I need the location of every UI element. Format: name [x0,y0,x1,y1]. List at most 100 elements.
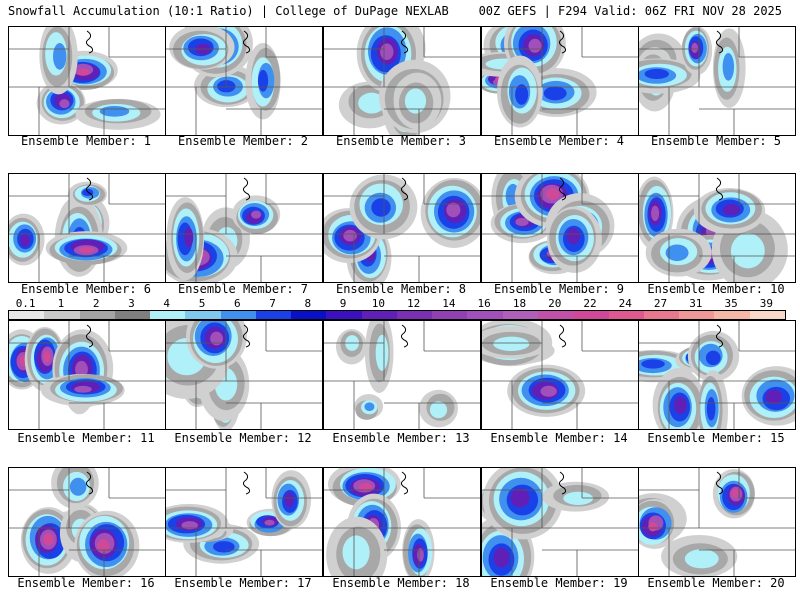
legend-swatch [537,311,574,319]
member-label: Ensemble Member: 7 [177,282,309,296]
snowfall-contour [446,202,461,218]
ensemble-map-panel [8,26,166,136]
snowfall-map [166,27,322,135]
snowfall-map [482,321,638,429]
snowfall-contour [563,491,594,505]
river-line [558,471,567,495]
river-line [558,324,567,348]
snowfall-contour [364,402,375,412]
legend-swatch [643,311,680,319]
snowfall-contour [264,519,275,526]
ensemble-map-panel [8,173,166,283]
ensemble-map-panel [323,467,481,577]
member-label: Ensemble Member: 20 [647,576,785,590]
snowfall-contour [184,227,194,248]
river-line [715,324,724,348]
snowfall-map [324,174,480,282]
legend-swatch [220,311,256,319]
snowfall-contour [540,385,557,397]
snowfall-contour [97,539,110,553]
snowfall-map [324,468,480,576]
legend-value: 10 [371,297,385,310]
river-line [85,324,94,348]
member-label: Ensemble Member: 15 [647,431,785,445]
snowfall-map [639,174,795,282]
snowfall-contour [566,228,580,245]
legend-swatch [185,311,221,319]
ensemble-map-panel [8,320,166,430]
member-label: Ensemble Member: 17 [174,576,312,590]
member-label: Ensemble Member: 19 [490,576,628,590]
snowfall-map [324,27,480,135]
legend-swatch [396,311,433,319]
snowfall-map [482,174,638,282]
legend-value: 9 [339,297,347,310]
river-line [242,471,251,495]
legend-swatch [291,311,327,319]
snowfall-contour [730,233,765,269]
snowfall-contour [641,359,665,369]
legend-value: 6 [233,297,241,310]
snowfall-contour [684,549,719,569]
legend-value: 39 [759,297,773,310]
snowfall-contour [213,541,235,553]
legend-swatch [361,311,397,319]
member-label: Ensemble Member: 13 [332,431,470,445]
ensemble-map-panel [165,173,323,283]
river-line [400,471,409,495]
snowfall-contour [510,488,530,508]
legend-swatch [432,311,468,319]
snowfall-contour [429,401,448,419]
snowfall-contour [644,68,669,79]
legend-value: 22 [583,297,597,310]
legend-swatch [573,311,609,319]
legend-value: 2 [92,297,100,310]
snowfall-map [166,174,322,282]
snowfall-contour [722,204,740,216]
snowfall-map [166,468,322,576]
snowfall-contour [515,217,529,227]
ensemble-map-panel [323,26,481,136]
river-line [242,177,251,201]
ensemble-map-panel [638,26,796,136]
snowfall-map [9,321,165,429]
legend-value: 27 [653,297,668,310]
member-label: Ensemble Member: 18 [332,576,470,590]
snowfall-map [9,174,165,282]
legend-value: 18 [512,297,527,310]
legend-value: 12 [407,297,421,310]
ensemble-map-panel [165,26,323,136]
ensemble-map-panel [638,320,796,430]
snowfall-contour [358,482,373,492]
legend-value: 35 [724,297,738,310]
river-line [715,177,724,201]
snowfall-contour [528,38,542,53]
member-label: Ensemble Member: 9 [493,282,625,296]
legend-value: 16 [477,297,491,310]
river-line [715,30,724,54]
snowfall-contour [375,334,389,371]
ensemble-map-panel [481,26,639,136]
color-scale-bar [8,310,786,320]
member-label: Ensemble Member: 14 [490,431,628,445]
river-line [85,30,94,54]
legend-value: 20 [548,297,562,310]
snowfall-contour [75,360,88,378]
snowfall-contour [59,99,70,109]
legend-value: 5 [198,297,206,310]
member-label: Ensemble Member: 10 [647,282,785,296]
member-label: Ensemble Member: 4 [493,134,625,148]
ensemble-map-panel [323,320,481,430]
legend-value: 24 [618,297,632,310]
snowfall-contour [493,336,530,352]
snowfall-contour [543,86,567,101]
snowfall-map [482,27,638,135]
snowfall-contour [43,532,54,546]
snowfall-contour [765,389,783,405]
snowfall-map [9,468,165,576]
snowfall-map [166,321,322,429]
river-line [558,177,567,201]
snowfall-contour [722,52,735,81]
snowfall-map [9,27,165,135]
snowfall-contour [691,42,698,53]
